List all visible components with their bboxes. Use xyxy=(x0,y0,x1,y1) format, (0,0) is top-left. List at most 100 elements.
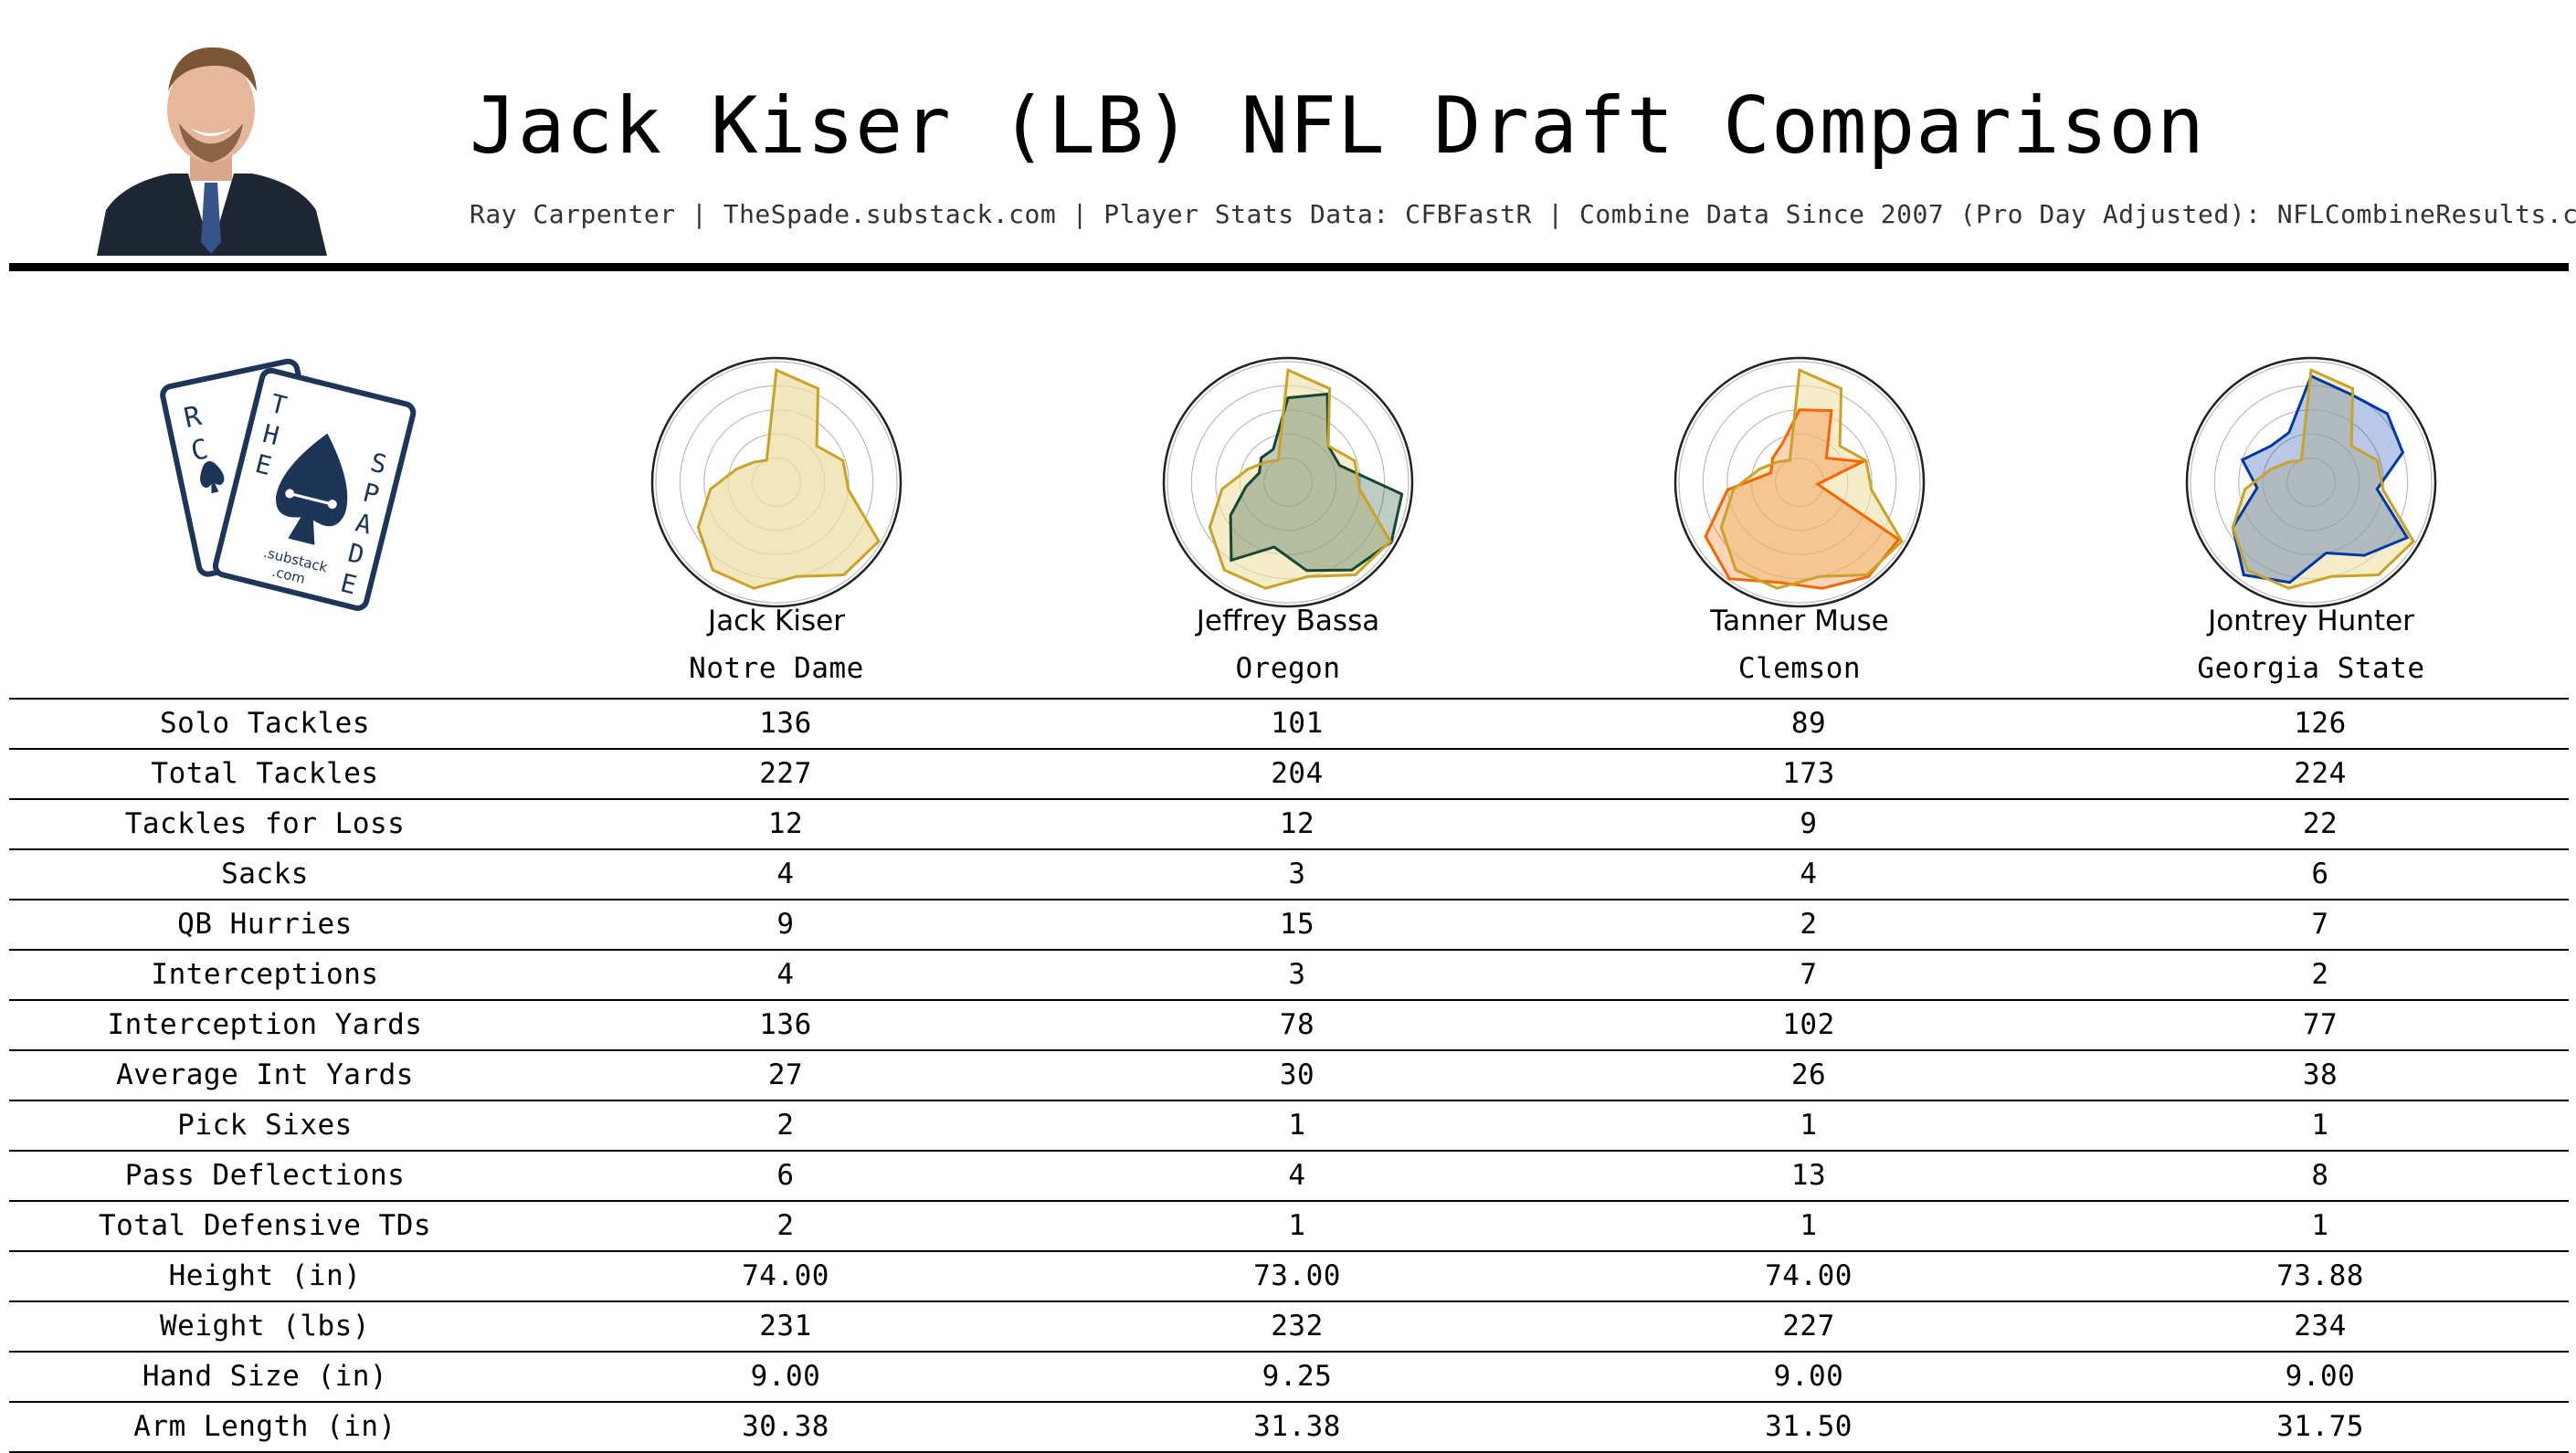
radar-grid-ring xyxy=(2190,361,2433,604)
small-spade-icon xyxy=(200,460,225,494)
stat-value: 4 xyxy=(776,858,795,890)
stat-value: 1 xyxy=(1800,1109,1818,1142)
player-school: Georgia State xyxy=(2197,652,2425,685)
stat-label: Total Defensive TDs xyxy=(98,1209,432,1242)
the-spade-logo: R C T H E S P A D E .substack .com xyxy=(155,347,420,612)
table-row: Average Int Yards 27 30 26 38 xyxy=(9,1049,2569,1100)
stat-value: 30 xyxy=(1279,1058,1315,1091)
table-row: QB Hurries 9 15 2 7 xyxy=(9,899,2569,949)
player-school: Clemson xyxy=(1737,652,1862,685)
table-row: Pick Sixes 2 1 1 1 xyxy=(9,1100,2569,1150)
table-row: Interception Yards 136 78 102 77 xyxy=(9,999,2569,1049)
header-divider xyxy=(9,263,2569,271)
stat-label: Interception Yards xyxy=(107,1008,423,1041)
stat-value: 4 xyxy=(1800,858,1818,890)
radar-chart-jontrey-hunter xyxy=(2174,345,2448,619)
stat-value: 9.00 xyxy=(2285,1360,2356,1393)
stat-value: 9.00 xyxy=(1773,1360,1844,1393)
page-subtitle: Ray Carpenter | TheSpade.substack.com | … xyxy=(470,199,2576,229)
table-row: Hand Size (in) 9.00 9.25 9.00 9.00 xyxy=(9,1351,2569,1401)
stat-value: 8 xyxy=(2311,1159,2329,1192)
radar-chart-tanner-muse xyxy=(1663,345,1937,619)
player-name: Jontrey Hunter xyxy=(2208,605,2414,637)
stat-value: 136 xyxy=(759,1008,812,1041)
radar-series-jack-kiser xyxy=(696,367,881,590)
stat-value: 1 xyxy=(1800,1209,1818,1242)
stat-label: Height (in) xyxy=(168,1259,362,1292)
stat-value: 224 xyxy=(2294,757,2347,790)
stat-label: Weight (lbs) xyxy=(160,1310,370,1342)
stat-value: 6 xyxy=(2311,858,2329,890)
stat-value: 12 xyxy=(1279,807,1315,840)
stat-value: 77 xyxy=(2302,1008,2338,1041)
spade-icon xyxy=(276,433,348,545)
stat-value: 31.50 xyxy=(1765,1410,1853,1443)
stat-value: 231 xyxy=(759,1310,812,1342)
radar-svg xyxy=(1673,356,1926,608)
player-school: Oregon xyxy=(1235,652,1341,685)
spade-cards-logo-graphic: R C T H E S P A D E .substack .com xyxy=(160,358,417,611)
stat-value: 30.38 xyxy=(742,1410,829,1443)
radar-series-jeffrey-bassa xyxy=(1229,392,1404,573)
radar-series-jontrey-hunter xyxy=(2231,374,2410,584)
stat-value: 74.00 xyxy=(742,1259,829,1292)
player-photo xyxy=(88,37,334,256)
stat-value: 2 xyxy=(776,1109,795,1142)
stat-value: 74.00 xyxy=(1765,1259,1853,1292)
stat-label: Total Tackles xyxy=(151,757,379,790)
stat-label: Pick Sixes xyxy=(177,1109,353,1142)
stat-value: 232 xyxy=(1271,1310,1324,1342)
table-row: Height (in) 74.00 73.00 74.00 73.88 xyxy=(9,1250,2569,1300)
table-row: Interceptions 4 3 7 2 xyxy=(9,949,2569,999)
stats-table: Solo Tackles 136 101 89 126 Total Tackle… xyxy=(9,698,2569,1453)
table-row: Tackles for Loss 12 12 9 22 xyxy=(9,798,2569,848)
stat-value: 38 xyxy=(2302,1058,2338,1091)
table-row: Total Defensive TDs 2 1 1 1 xyxy=(9,1200,2569,1250)
stat-value: 101 xyxy=(1271,707,1324,740)
stat-value: 31.75 xyxy=(2276,1410,2364,1443)
stat-value: 102 xyxy=(1782,1008,1835,1041)
stat-value: 204 xyxy=(1271,757,1324,790)
radar-chart-jeffrey-bassa xyxy=(1151,345,1425,619)
table-row: Total Tackles 227 204 173 224 xyxy=(9,748,2569,798)
stat-value: 173 xyxy=(1782,757,1835,790)
radar-outer-ring xyxy=(1673,356,1926,608)
table-row: Pass Deflections 6 4 13 8 xyxy=(9,1150,2569,1200)
radar-baseline-fill xyxy=(1721,370,1902,589)
stat-value: 15 xyxy=(1279,908,1315,941)
stat-value: 26 xyxy=(1790,1058,1827,1091)
stat-value: 73.88 xyxy=(2276,1259,2364,1292)
stat-value: 27 xyxy=(767,1058,804,1091)
stat-value: 13 xyxy=(1790,1159,1827,1192)
radar-outer-ring xyxy=(2185,356,2437,608)
radar-outer-ring xyxy=(1162,356,1414,608)
stat-value: 12 xyxy=(767,807,804,840)
stat-value: 2 xyxy=(776,1209,795,1242)
stat-label: QB Hurries xyxy=(177,908,353,941)
stat-value: 3 xyxy=(1288,958,1306,991)
radar-svg xyxy=(1162,356,1414,608)
page-title: Jack Kiser (LB) NFL Draft Comparison xyxy=(470,80,2205,172)
radar-chart-jack-kiser xyxy=(639,345,913,619)
stat-value: 227 xyxy=(759,757,812,790)
player-photo-illustration xyxy=(97,47,327,256)
stat-value: 22 xyxy=(2302,807,2338,840)
stat-value: 4 xyxy=(776,958,795,991)
stat-value: 73.00 xyxy=(1253,1259,1341,1292)
stat-label: Pass Deflections xyxy=(124,1159,406,1192)
stat-value: 2 xyxy=(2311,958,2329,991)
stat-value: 4 xyxy=(1288,1159,1306,1192)
stat-value: 126 xyxy=(2294,707,2347,740)
radar-grid-ring xyxy=(1167,361,1409,604)
radar-baseline-fill xyxy=(1209,370,1390,589)
radar-grid-ring xyxy=(655,361,898,604)
radar-baseline-outline xyxy=(1719,367,1904,590)
stat-value: 136 xyxy=(759,707,812,740)
table-row: Solo Tackles 136 101 89 126 xyxy=(9,698,2569,748)
stat-value: 3 xyxy=(1288,858,1306,890)
table-row: Weight (lbs) 231 232 227 234 xyxy=(9,1300,2569,1351)
stat-value: 1 xyxy=(1288,1209,1306,1242)
stat-value: 1 xyxy=(2311,1109,2329,1142)
radar-svg xyxy=(2185,356,2437,608)
stat-label: Solo Tackles xyxy=(160,707,370,740)
